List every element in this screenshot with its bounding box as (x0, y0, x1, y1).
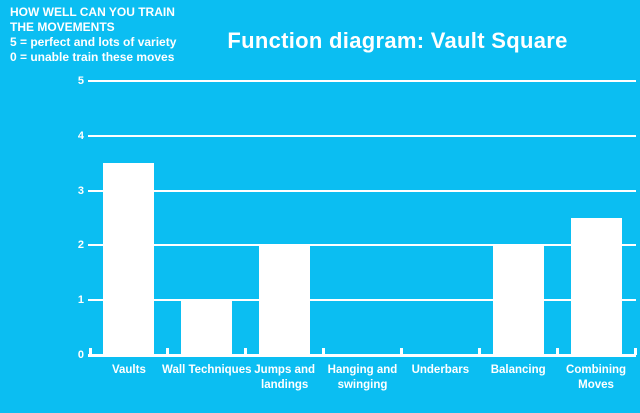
x-axis-category-label: Balancing (490, 364, 546, 376)
y-axis-tick-label: 3 (77, 184, 84, 197)
bar (259, 245, 311, 355)
chart-title: Function diagram: Vault Square (227, 28, 568, 53)
y-axis-tick-label: 1 (77, 294, 84, 307)
x-axis-category-label: Jumps and landings (254, 364, 315, 391)
note-line: THE MOVEMENTS (10, 20, 115, 34)
scale-note: HOW WELL CAN YOU TRAIN THE MOVEMENTS 5 =… (10, 5, 176, 65)
y-axis-tick-label: 0 (77, 349, 84, 361)
note-line: 0 = unable train these moves (10, 50, 175, 64)
note-line: HOW WELL CAN YOU TRAIN (10, 5, 175, 19)
note-line: 5 = perfect and lots of variety (10, 35, 177, 49)
y-axis-tick-label: 4 (77, 129, 84, 142)
x-axis-tick (166, 348, 170, 355)
x-axis-category-label: Wall Techniques (162, 364, 252, 376)
y-axis-tick-label: 5 (77, 75, 84, 87)
x-axis-category-label: Combining Moves (566, 364, 627, 391)
x-axis-tick (244, 348, 248, 355)
x-axis-tick (633, 348, 637, 355)
gridline (88, 189, 636, 192)
x-axis-category-label: Underbars (411, 364, 470, 376)
bar (492, 245, 544, 355)
bar (181, 300, 233, 355)
gridline (88, 80, 636, 82)
gridline (88, 299, 636, 302)
x-axis-tick (477, 348, 481, 355)
x-axis-category-label: Vaults (111, 364, 146, 376)
x-axis-tick (555, 348, 559, 355)
y-axis-tick-label: 2 (77, 239, 84, 252)
x-axis-category-label: Hanging and swinging (327, 364, 398, 391)
gridline (88, 134, 636, 137)
x-axis-tick (88, 348, 92, 355)
bar (570, 218, 622, 355)
x-axis-tick (399, 348, 403, 355)
gridline (88, 244, 636, 247)
bar (103, 163, 155, 355)
x-axis-tick (322, 348, 326, 355)
x-axis-line (88, 354, 636, 357)
